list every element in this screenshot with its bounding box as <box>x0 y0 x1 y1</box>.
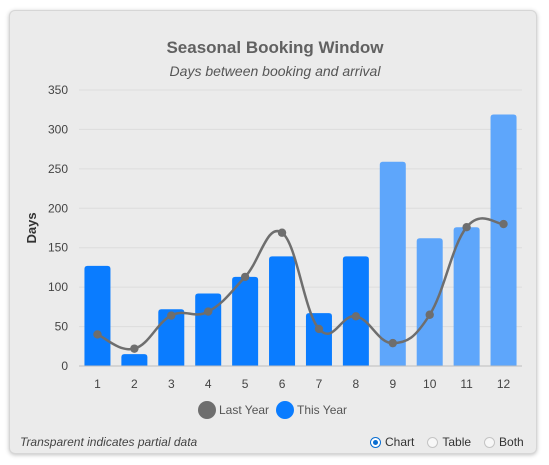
x-tick-label: 10 <box>423 377 437 391</box>
legend-item-this-year[interactable]: This Year <box>276 401 347 419</box>
point-last-year[interactable] <box>93 330 102 339</box>
x-tick-label: 11 <box>460 377 473 391</box>
radio-both[interactable] <box>484 436 496 448</box>
point-last-year[interactable] <box>130 344 139 353</box>
point-last-year[interactable] <box>462 223 471 232</box>
legend-swatch-last-year <box>198 401 216 419</box>
point-last-year[interactable] <box>499 219 508 229</box>
x-axis-ticks: 1 2 3 4 5 6 7 8 9 10 11 12 <box>94 377 510 391</box>
point-last-year[interactable] <box>351 312 361 321</box>
view-option-chart-label: Chart <box>385 435 415 449</box>
chart-title: Seasonal Booking Window <box>166 38 384 57</box>
legend-label-this-year: This Year <box>297 403 347 417</box>
bar-this-year[interactable] <box>84 265 111 366</box>
point-last-year[interactable] <box>167 311 176 320</box>
y-axis-label: Days <box>24 212 39 243</box>
x-tick-label: 3 <box>168 377 175 391</box>
point-last-year[interactable] <box>388 338 397 348</box>
view-option-both-label: Both <box>499 435 524 449</box>
view-mode-toggle: Chart Table Both <box>370 435 524 449</box>
legend: Last Year This Year <box>198 401 347 419</box>
radio-table[interactable] <box>427 436 439 448</box>
y-axis-ticks: 0 50 100 150 200 250 300 350 <box>48 83 68 373</box>
x-tick-label: 7 <box>316 377 323 391</box>
bar-this-year[interactable] <box>490 114 517 367</box>
legend-label-last-year: Last Year <box>219 403 269 417</box>
bar-this-year[interactable] <box>232 276 259 366</box>
x-tick-label: 5 <box>242 377 249 391</box>
point-last-year[interactable] <box>314 324 324 334</box>
y-tick-label: 50 <box>55 320 69 334</box>
y-tick-label: 200 <box>48 201 68 215</box>
x-tick-label: 1 <box>94 377 101 391</box>
bar-this-year[interactable] <box>121 354 148 366</box>
bar-this-year[interactable] <box>195 293 222 366</box>
bar-this-year[interactable] <box>379 161 406 366</box>
line-series <box>93 217 508 353</box>
view-option-chart[interactable]: Chart <box>370 435 414 449</box>
grid-lines <box>79 89 522 328</box>
y-tick-label: 300 <box>48 122 68 136</box>
y-tick-label: 250 <box>48 162 68 176</box>
bar-this-year[interactable] <box>158 309 185 366</box>
bar-series <box>84 114 517 367</box>
chart-subtitle: Days between booking and arrival <box>170 63 382 79</box>
bar-this-year[interactable] <box>453 227 480 366</box>
radio-chart[interactable] <box>370 436 381 448</box>
view-option-table[interactable]: Table <box>427 435 471 449</box>
point-last-year[interactable] <box>204 307 213 316</box>
y-tick-label: 100 <box>48 280 68 294</box>
y-tick-label: 150 <box>48 241 68 255</box>
bar-this-year[interactable] <box>416 238 443 366</box>
x-tick-label: 4 <box>205 377 212 391</box>
y-tick-label: 0 <box>61 359 68 373</box>
bar-this-year[interactable] <box>342 256 369 366</box>
y-tick-label: 350 <box>48 83 68 97</box>
partial-data-note: Transparent indicates partial data <box>20 435 198 449</box>
point-last-year[interactable] <box>240 272 250 282</box>
x-tick-label: 2 <box>131 377 138 391</box>
view-option-table-label: Table <box>442 435 472 449</box>
bar-this-year[interactable] <box>305 313 332 366</box>
x-tick-label: 6 <box>279 377 286 391</box>
point-last-year[interactable] <box>277 228 287 237</box>
view-option-both[interactable]: Both <box>484 435 524 449</box>
x-tick-label: 8 <box>353 377 360 391</box>
legend-item-last-year[interactable]: Last Year <box>198 401 269 419</box>
bar-this-year[interactable] <box>269 256 296 366</box>
legend-swatch-this-year <box>276 401 294 419</box>
x-tick-label: 9 <box>389 377 396 391</box>
point-last-year[interactable] <box>425 310 434 319</box>
x-tick-label: 12 <box>497 377 511 391</box>
